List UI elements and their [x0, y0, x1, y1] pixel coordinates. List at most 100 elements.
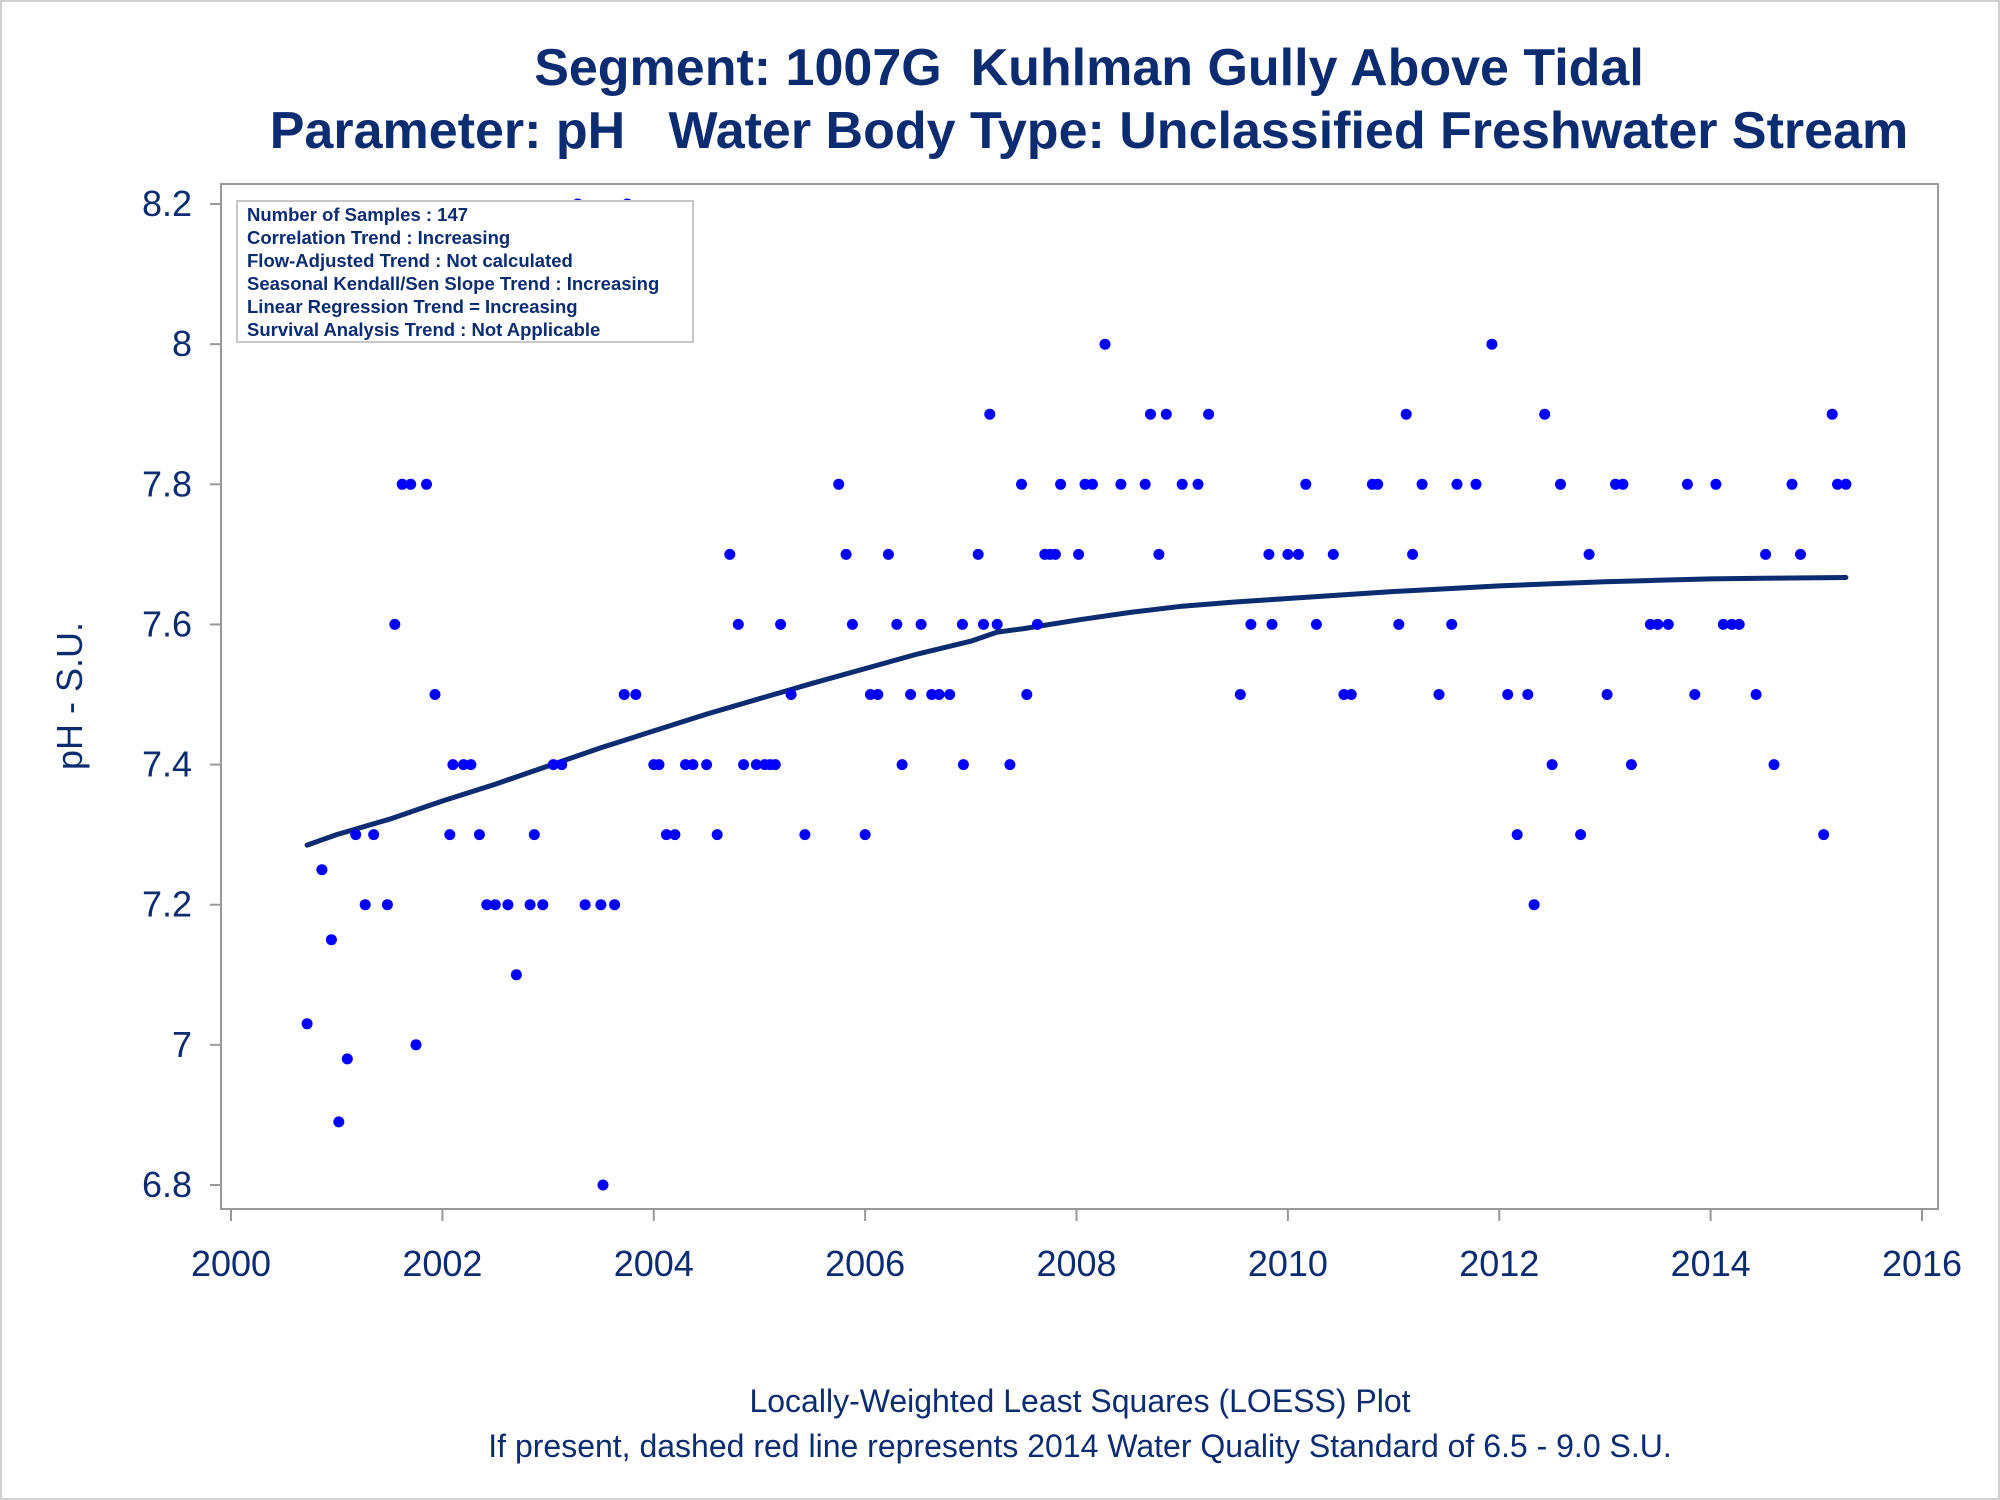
- data-point: [1176, 478, 1188, 490]
- data-point: [1282, 548, 1294, 560]
- data-point: [1840, 478, 1852, 490]
- data-point: [1617, 478, 1629, 490]
- y-tick-label: 7: [172, 1024, 192, 1065]
- y-tick-label: 8.2: [142, 183, 192, 224]
- data-point: [846, 618, 858, 630]
- data-point: [732, 618, 744, 630]
- plot-area: [220, 183, 1939, 1210]
- data-point: [1400, 408, 1412, 420]
- data-point: [1575, 829, 1587, 841]
- data-point: [933, 689, 945, 700]
- data-point: [609, 899, 621, 911]
- data-point: [1263, 548, 1275, 560]
- data-point: [444, 829, 456, 841]
- data-point: [1662, 618, 1674, 630]
- y-axis-label: pH - S.U.: [49, 622, 90, 770]
- data-point: [669, 829, 681, 841]
- data-point: [1652, 618, 1664, 630]
- data-point: [891, 618, 903, 630]
- data-point: [579, 899, 591, 911]
- data-point: [1327, 548, 1339, 560]
- trend-info-box: Number of Samples : 147 Correlation Tren…: [236, 200, 694, 343]
- data-point: [882, 548, 894, 560]
- data-point: [1310, 618, 1322, 630]
- data-point: [1832, 478, 1843, 490]
- x-tick-label: 2016: [1882, 1243, 1962, 1284]
- data-point: [1099, 338, 1111, 350]
- data-point: [1192, 478, 1204, 490]
- data-point: [1266, 618, 1278, 630]
- y-tick-label: 7.6: [142, 603, 192, 644]
- data-point: [915, 618, 927, 630]
- data-point: [701, 759, 713, 771]
- data-point: [1160, 408, 1172, 420]
- data-point: [1004, 759, 1016, 771]
- data-point: [944, 689, 956, 700]
- data-point: [687, 759, 699, 771]
- info-flow-adjusted: Flow-Adjusted Trend : Not calculated: [247, 250, 573, 271]
- data-point: [1826, 408, 1838, 420]
- footnote-standard: If present, dashed red line represents 2…: [488, 1428, 1671, 1464]
- data-point: [618, 689, 630, 700]
- x-tick-label: 2012: [1459, 1243, 1539, 1284]
- data-point: [1393, 618, 1405, 630]
- data-point: [1292, 548, 1304, 560]
- footnote-loess: Locally-Weighted Least Squares (LOESS) P…: [749, 1383, 1410, 1419]
- data-point: [785, 689, 797, 700]
- data-point: [1717, 618, 1729, 630]
- data-point: [1486, 338, 1498, 350]
- data-point: [301, 1018, 313, 1030]
- data-point: [957, 759, 969, 771]
- data-point: [1786, 478, 1798, 490]
- data-point: [1345, 689, 1357, 700]
- data-point: [1086, 478, 1098, 490]
- data-point: [799, 829, 811, 841]
- data-point: [547, 759, 559, 771]
- info-seasonal-kendall: Seasonal Kendall/Sen Slope Trend : Incre…: [247, 273, 659, 294]
- y-tick-label: 6.8: [142, 1164, 192, 1205]
- data-point: [1546, 759, 1558, 771]
- data-point: [905, 689, 917, 700]
- data-point: [1055, 478, 1067, 490]
- data-point: [325, 934, 337, 946]
- data-point: [1818, 829, 1830, 841]
- data-point: [750, 759, 762, 771]
- data-point: [1502, 689, 1514, 700]
- data-point: [1433, 689, 1445, 700]
- data-point: [350, 829, 362, 841]
- data-point: [1145, 408, 1156, 420]
- data-point: [465, 759, 477, 771]
- data-point: [316, 864, 328, 876]
- sample-points: [301, 198, 1852, 1191]
- data-point: [473, 829, 485, 841]
- data-point: [1049, 548, 1061, 560]
- data-point: [991, 618, 1003, 630]
- y-tick-label: 8: [172, 323, 192, 364]
- data-point: [1470, 478, 1482, 490]
- data-point: [724, 548, 736, 560]
- data-point: [1760, 548, 1772, 560]
- data-point: [1601, 689, 1613, 700]
- info-samples: Number of Samples : 147: [247, 204, 468, 225]
- data-point: [405, 478, 417, 490]
- data-point: [528, 829, 540, 841]
- data-point: [381, 899, 393, 911]
- data-point: [1451, 478, 1463, 490]
- data-point: [429, 689, 441, 700]
- data-point: [1710, 478, 1722, 490]
- data-point: [1016, 478, 1027, 490]
- data-point: [1021, 689, 1033, 700]
- x-tick-label: 2014: [1671, 1243, 1751, 1284]
- info-survival: Survival Analysis Trend : Not Applicable: [247, 319, 600, 340]
- data-point: [1372, 478, 1384, 490]
- data-point: [1153, 548, 1165, 560]
- data-point: [1245, 618, 1257, 630]
- data-point: [872, 689, 884, 700]
- data-point: [389, 618, 401, 630]
- data-point: [1625, 759, 1637, 771]
- x-tick-label: 2004: [614, 1243, 694, 1284]
- data-point: [421, 478, 432, 490]
- data-point: [1768, 759, 1780, 771]
- data-point: [972, 548, 984, 560]
